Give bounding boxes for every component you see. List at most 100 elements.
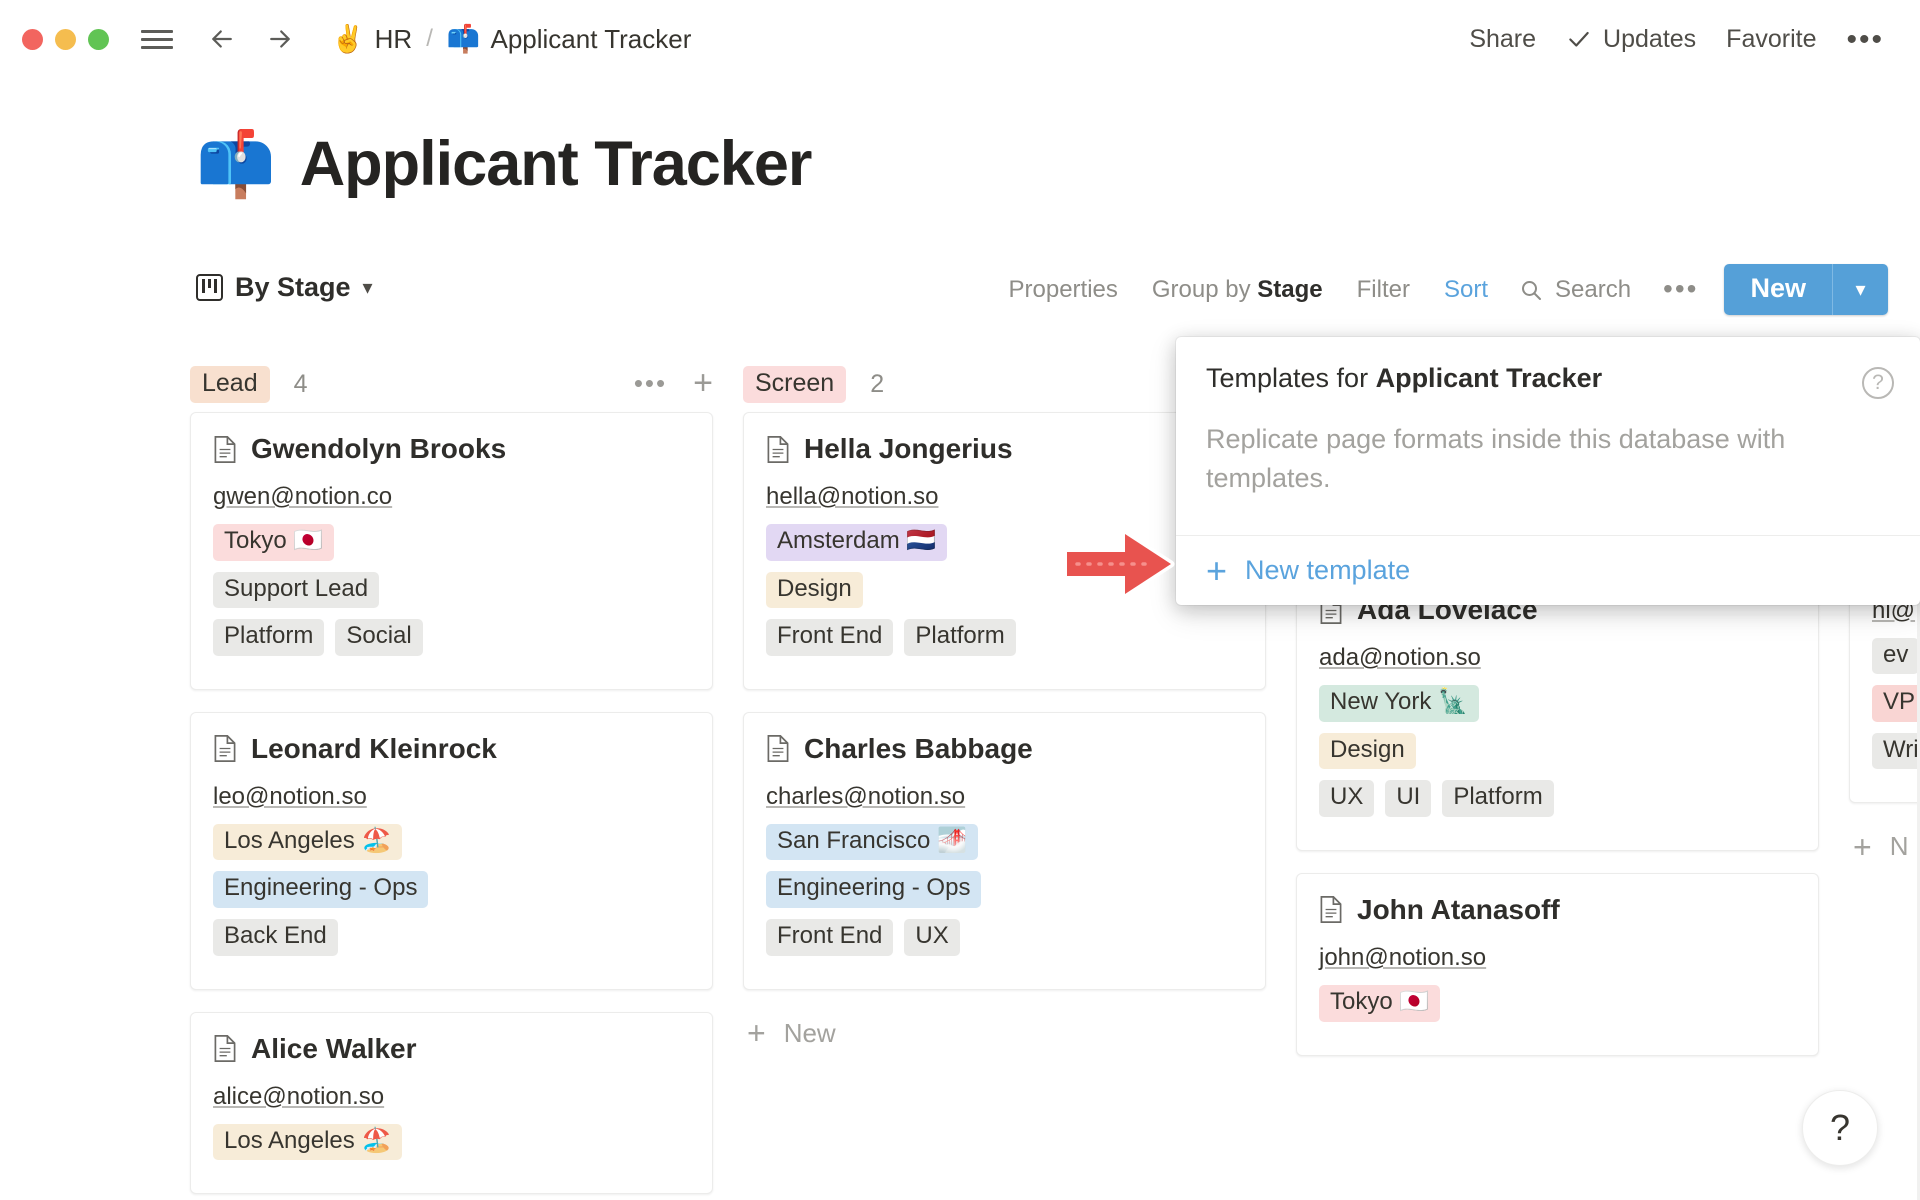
traffic-lights <box>22 28 109 50</box>
page-title[interactable]: Applicant Tracker <box>299 129 813 199</box>
group-by-value: Stage <box>1257 275 1323 303</box>
card-role-row: Engineering - Ops <box>766 871 1243 908</box>
board-card[interactable]: Hella Jongerius hella@notion.so Amsterdam … <box>743 412 1266 690</box>
help-button[interactable]: ? <box>1802 1090 1878 1166</box>
location-tag: Tokyo 🇯🇵 <box>1319 984 1441 1022</box>
skill-tag: Platform <box>904 619 1016 656</box>
view-selector[interactable]: By Stage ▾ <box>196 272 373 303</box>
minimize-window-button[interactable] <box>55 28 76 50</box>
close-window-button[interactable] <box>22 28 43 50</box>
view-more-icon[interactable]: ••• <box>1663 273 1699 305</box>
card-name: Leonard Kleinrock <box>251 732 497 764</box>
skill-tag: UI <box>1385 780 1432 817</box>
search-icon <box>1522 280 1541 300</box>
check-icon <box>1569 31 1589 47</box>
board-card[interactable]: John Atanasoff john@notion.so Tokyo 🇯🇵 <box>1296 872 1819 1056</box>
card-role-row: VP <box>1872 685 1920 722</box>
group-by-prefix: Group by <box>1151 275 1258 303</box>
card-role-row: Design <box>1319 732 1796 770</box>
card-tags-row: Platform Social <box>213 619 690 656</box>
mailbox-icon: 📫 <box>446 23 481 54</box>
updates-button[interactable]: Updates <box>1566 25 1696 54</box>
card-name: Alice Walker <box>251 1032 417 1064</box>
card-email-link[interactable]: hella@notion.so <box>766 483 939 510</box>
skill-tag: Platform <box>213 619 325 656</box>
navigation-arrows <box>207 24 295 54</box>
plus-icon: + <box>1206 549 1228 591</box>
new-template-label: New template <box>1245 555 1411 585</box>
stage-badge: Lead <box>190 365 270 403</box>
back-arrow-icon[interactable] <box>207 24 237 54</box>
card-location-row: San Francisco 🌁 <box>766 823 1243 861</box>
forward-arrow-icon[interactable] <box>265 24 295 54</box>
role-tag: Engineering - Ops <box>766 871 982 908</box>
sidebar-toggle-icon[interactable] <box>141 29 173 49</box>
skill-tag: Back End <box>213 918 338 956</box>
favorite-button[interactable]: Favorite <box>1726 24 1817 53</box>
card-role-row: Design <box>766 571 1243 609</box>
column-add-card-icon[interactable]: + <box>693 364 713 403</box>
properties-button[interactable]: Properties <box>1008 275 1118 303</box>
titlebar-more-icon[interactable]: ••• <box>1846 22 1884 56</box>
document-icon <box>767 735 789 763</box>
column-more-icon[interactable]: ••• <box>633 368 668 399</box>
card-email-link[interactable]: gwen@notion.co <box>213 483 393 510</box>
breadcrumb-current[interactable]: Applicant Tracker <box>490 23 692 54</box>
board-card[interactable]: Gwendolyn Brooks gwen@notion.co Tokyo 🇯🇵 Su… <box>190 412 713 690</box>
skill-tag: UX <box>904 918 960 956</box>
card-location-row: Los Angeles 🏖️ <box>213 823 690 861</box>
card-tags-row: Writ <box>1872 732 1920 770</box>
skill-tag: Front End <box>766 918 894 956</box>
sort-button[interactable]: Sort <box>1443 275 1488 303</box>
document-icon <box>214 1035 236 1063</box>
card-name: John Atanasoff <box>1357 893 1560 925</box>
stage-count: 2 <box>870 369 885 398</box>
card-name: Hella Jongerius <box>804 433 1013 464</box>
red-right-arrow-annotation <box>1063 530 1175 598</box>
document-icon <box>214 735 236 763</box>
card-title-row: Alice Walker <box>213 1033 690 1065</box>
plus-icon: + <box>747 1014 766 1051</box>
new-dropdown-button[interactable]: ▾ <box>1832 264 1888 315</box>
card-email-link[interactable]: john@notion.so <box>1319 943 1487 971</box>
search-button[interactable]: Search <box>1505 276 1645 304</box>
stage-count: 4 <box>293 369 308 398</box>
board-column: Lead 4 ••• + Gwendolyn Brooks gwen@notion.co T… <box>190 356 713 1200</box>
stage-badge: Screen <box>743 365 847 403</box>
column-new-label: N <box>1889 831 1909 862</box>
view-toolbar: By Stage ▾ Properties Group by Stage Fil… <box>196 264 1888 334</box>
question-circle-icon[interactable]: ? <box>1862 367 1894 399</box>
card-email-link[interactable]: alice@notion.so <box>213 1082 385 1110</box>
card-email-link[interactable]: leo@notion.so <box>213 782 367 810</box>
breadcrumb-parent[interactable]: HR <box>374 23 413 54</box>
board-card[interactable]: Leonard Kleinrock leo@notion.so Los Angele… <box>190 711 713 990</box>
view-toolbar-actions: Properties Group by Stage Filter Sort Se… <box>992 264 1888 315</box>
column-new-card-button[interactable]: + N <box>1849 825 1920 868</box>
card-role-row: Engineering - Ops <box>213 871 690 908</box>
card-location-row: ev <box>1872 637 1920 675</box>
share-button[interactable]: Share <box>1469 24 1537 53</box>
new-template-row[interactable]: + New template <box>1176 535 1920 605</box>
board-card[interactable]: Charles Babbage charles@notion.so San Fran… <box>743 711 1266 990</box>
card-email-link[interactable]: charles@notion.so <box>766 782 966 810</box>
view-name: By Stage <box>235 272 351 302</box>
new-button[interactable]: New <box>1724 264 1832 315</box>
skill-tag: Front End <box>766 619 894 656</box>
role-tag: Engineering - Ops <box>213 871 429 908</box>
skill-tag: UX <box>1319 780 1375 817</box>
peace-hand-icon: ✌️ <box>331 23 365 54</box>
mailbox-icon[interactable]: 📫 <box>196 128 276 200</box>
group-by-button[interactable]: Group by Stage <box>1135 276 1340 304</box>
templates-title-database: Applicant Tracker <box>1375 363 1603 393</box>
column-new-card-button[interactable]: + New <box>743 1012 1266 1055</box>
card-tags-row: Back End <box>213 918 690 956</box>
card-email-link[interactable]: ada@notion.so <box>1319 644 1481 672</box>
column-header: Lead 4 ••• + <box>190 356 713 412</box>
maximize-window-button[interactable] <box>88 28 109 50</box>
card-location-row: Amsterdam 🇳🇱 <box>766 524 1243 561</box>
filter-button[interactable]: Filter <box>1356 275 1410 303</box>
location-tag: Los Angeles 🏖️ <box>213 823 403 861</box>
board-card[interactable]: Alice Walker alice@notion.so Los Angeles 🏖… <box>190 1011 713 1195</box>
templates-popup-description: Replicate page formats inside this datab… <box>1206 424 1786 494</box>
board-card[interactable]: Ada Lovelace ada@notion.so New York 🗽 Desig… <box>1296 573 1819 851</box>
